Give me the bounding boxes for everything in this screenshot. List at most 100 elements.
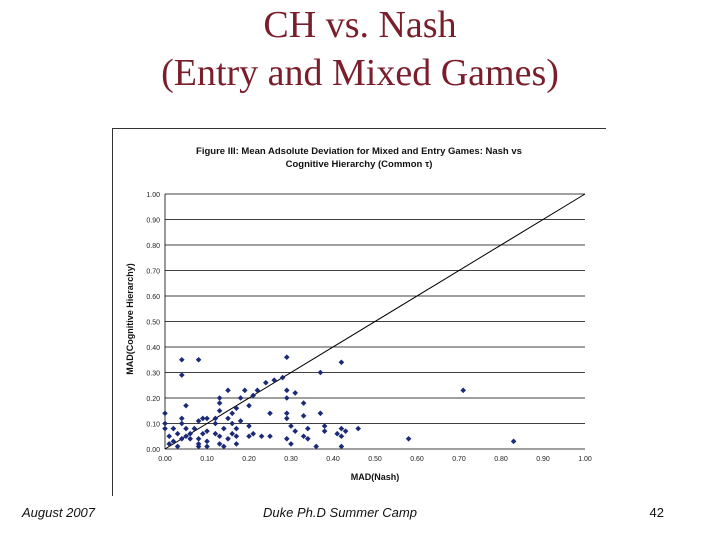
data-point [174, 443, 181, 450]
tick-layer: 0.00 0.10 0.20 0.30 0.40 0.50 0.60 0.70 0.80 0.90… [146, 192, 592, 463]
data-point [284, 410, 290, 417]
data-point [317, 410, 324, 417]
data-point [204, 443, 210, 450]
footer-date: August 2007 [22, 505, 96, 520]
data-point [279, 374, 286, 381]
x-axis-label: MAD(Nash) [351, 472, 400, 482]
data-point [338, 359, 345, 366]
data-point [233, 441, 240, 447]
data-point [292, 390, 298, 396]
data-point [216, 407, 223, 414]
data-point [225, 415, 231, 422]
data-point [204, 428, 210, 434]
data-point [229, 410, 235, 417]
data-point [271, 377, 277, 383]
slide-title-line1: CH vs. Nash [263, 4, 457, 46]
data-point [216, 441, 223, 447]
data-point [338, 425, 345, 432]
data-point [258, 433, 265, 440]
data-point [229, 430, 235, 437]
data-point [355, 425, 361, 432]
x-tick-label: 0.70 [452, 456, 466, 463]
y-tick-label: 0.00 [146, 447, 160, 454]
data-point [288, 441, 294, 447]
data-point [288, 423, 294, 429]
data-point [338, 443, 345, 450]
y-tick-label: 0.30 [146, 371, 160, 378]
data-point [242, 387, 248, 394]
data-point [284, 387, 290, 394]
y-tick-label: 0.10 [146, 422, 160, 429]
data-point [195, 436, 202, 442]
data-point [195, 443, 202, 450]
data-point [321, 428, 328, 434]
x-tick-label: 0.80 [494, 456, 508, 463]
data-point [183, 402, 189, 409]
data-point [284, 354, 290, 360]
x-tick-label: 0.40 [326, 456, 340, 463]
data-point [510, 438, 517, 445]
x-tick-label: 0.60 [410, 456, 424, 463]
data-point [221, 443, 227, 450]
data-point [162, 410, 168, 417]
data-point [170, 438, 177, 445]
data-point [250, 392, 256, 399]
y-tick-label: 0.20 [146, 396, 160, 403]
data-point [300, 413, 307, 419]
data-point [212, 420, 219, 427]
data-point [292, 428, 298, 434]
figure-panel: Figure III: Mean Adsolute Deviation for … [112, 128, 606, 496]
data-point [195, 418, 202, 424]
data-point [216, 395, 223, 401]
y-tick-label: 0.50 [146, 320, 160, 327]
data-point [233, 405, 240, 411]
data-point [166, 433, 172, 440]
data-point [305, 436, 311, 442]
data-point [179, 436, 185, 442]
y-axis-label: MAD(Cognitive Hierarchy) [125, 263, 135, 375]
data-point [225, 387, 231, 394]
data-point [200, 430, 206, 437]
y-tick-label: 0.40 [146, 345, 160, 352]
data-point [187, 430, 193, 437]
data-point [313, 443, 319, 450]
x-tick-label: 0.00 [158, 456, 172, 463]
data-point [334, 430, 340, 437]
data-point [237, 395, 244, 401]
data-point [300, 433, 307, 440]
data-point [166, 441, 172, 447]
data-point [225, 436, 231, 442]
data-point [183, 425, 189, 432]
scatter-chart: Figure III: Mean Adsolute Deviation for … [125, 146, 592, 482]
slide-title-line2: (Entry and Mixed Games) [161, 52, 559, 94]
data-point [263, 379, 269, 386]
data-point [162, 425, 168, 432]
y-tick-label: 0.80 [146, 243, 160, 250]
data-point [246, 423, 252, 429]
data-point [179, 415, 185, 422]
data-point [170, 425, 177, 432]
data-point [179, 420, 185, 427]
data-point [229, 420, 235, 427]
data-point [338, 433, 345, 440]
data-point [233, 425, 240, 432]
data-point [174, 430, 181, 437]
chart-title-line2: Cognitive Hierarchy (Common τ) [286, 159, 433, 170]
data-point [342, 428, 349, 434]
point-layer [162, 354, 517, 450]
data-point [284, 395, 290, 401]
x-tick-label: 0.30 [284, 456, 298, 463]
y-tick-label: 0.90 [146, 218, 160, 225]
data-point [405, 436, 412, 442]
data-point [300, 400, 307, 406]
data-point [284, 436, 290, 442]
x-tick-label: 0.50 [368, 456, 382, 463]
data-point [221, 425, 227, 432]
page-number: 42 [649, 505, 664, 520]
x-tick-label: 0.90 [536, 456, 550, 463]
data-point [254, 387, 261, 394]
data-point [179, 356, 185, 363]
data-point [233, 433, 240, 440]
x-tick-label: 0.10 [200, 456, 214, 463]
data-point [216, 433, 223, 440]
